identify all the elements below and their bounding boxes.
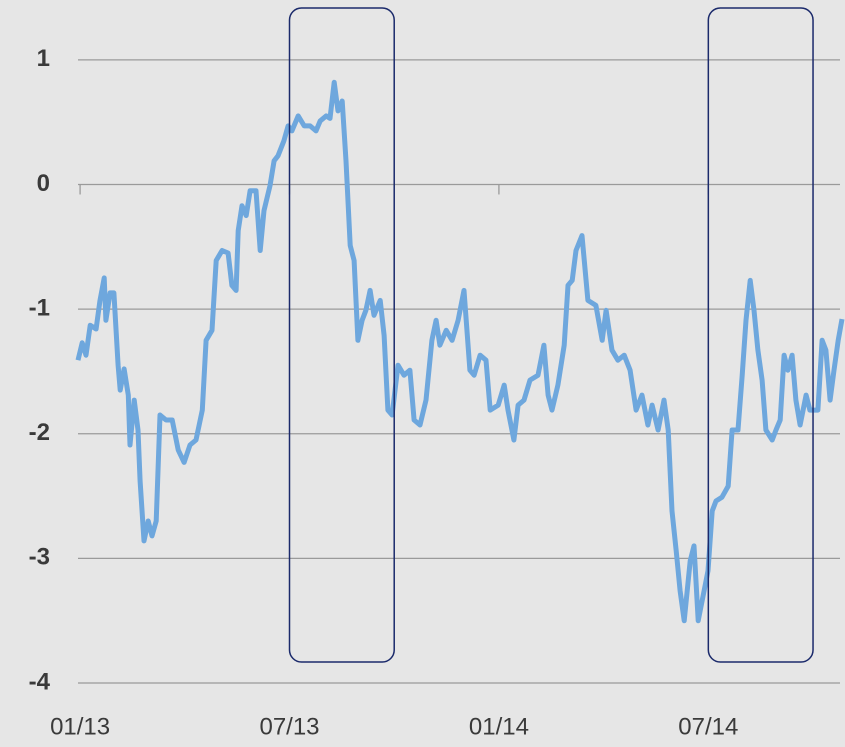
y-tick-label: -1 <box>29 294 50 321</box>
data-line <box>75 79 845 624</box>
y-tick-label: -4 <box>29 668 51 695</box>
y-tick-label: 0 <box>37 170 50 197</box>
y-tick-label: 1 <box>37 45 50 72</box>
x-tick-label: 07/14 <box>678 713 738 740</box>
highlight-box <box>288 7 395 663</box>
highlight-box <box>707 7 814 663</box>
y-tick-label: -2 <box>29 419 50 446</box>
y-tick-label: -3 <box>29 544 50 571</box>
x-tick-label: 01/14 <box>469 713 529 740</box>
x-tick-label: 07/13 <box>259 713 319 740</box>
x-tick-label: 01/13 <box>50 713 110 740</box>
